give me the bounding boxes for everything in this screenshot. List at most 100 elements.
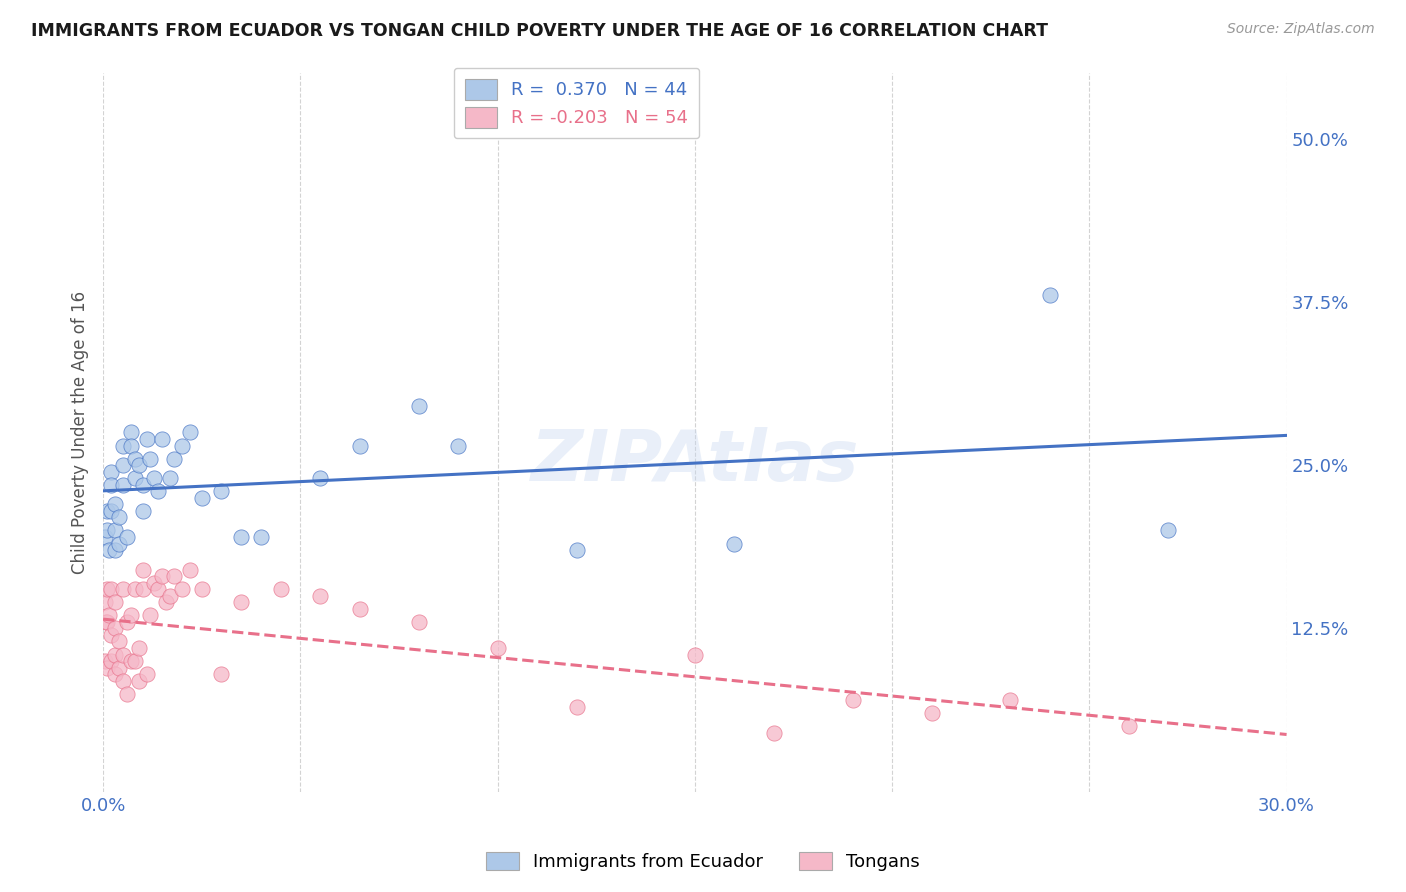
Point (211, 484, 233, 499)
Point (723, 536, 745, 550)
Point (120, 438, 142, 452)
Point (111, 648, 134, 662)
Point (131, 477, 153, 491)
Point (231, 530, 253, 544)
Point (159, 471, 181, 485)
Point (96, 582, 118, 597)
Point (120, 608, 142, 623)
Point (408, 400, 430, 414)
Point (349, 438, 371, 452)
Point (143, 471, 166, 485)
Point (1157, 524, 1180, 538)
Point (150, 432, 173, 446)
Point (131, 582, 153, 597)
Y-axis label: Child Poverty Under the Age of 16: Child Poverty Under the Age of 16 (72, 291, 89, 574)
Point (104, 497, 127, 511)
Point (100, 504, 122, 518)
Point (100, 477, 122, 491)
Point (111, 438, 134, 452)
Point (115, 615, 138, 629)
Point (120, 654, 142, 668)
Point (111, 582, 134, 597)
Point (128, 640, 150, 655)
Legend: Immigrants from Ecuador, Tongans: Immigrants from Ecuador, Tongans (479, 845, 927, 879)
Point (309, 589, 332, 603)
Point (104, 595, 127, 609)
Point (135, 667, 157, 681)
Point (170, 438, 193, 452)
Point (148, 582, 170, 597)
Point (135, 432, 157, 446)
Text: ZIPAtlas: ZIPAtlas (530, 426, 859, 496)
Point (96, 660, 118, 674)
Point (108, 634, 131, 648)
Point (762, 726, 785, 740)
Point (150, 569, 173, 583)
Point (131, 563, 153, 577)
Point (349, 602, 371, 616)
Point (120, 425, 142, 440)
Point (921, 706, 943, 721)
Point (104, 648, 127, 662)
Point (96, 615, 118, 629)
Point (139, 608, 162, 623)
Point (98, 608, 121, 623)
Point (100, 654, 122, 668)
Point (124, 582, 146, 597)
Point (131, 504, 153, 518)
Point (108, 510, 131, 524)
Point (143, 575, 166, 590)
Point (96, 504, 118, 518)
Point (1000, 693, 1022, 707)
Text: Source: ZipAtlas.com: Source: ZipAtlas.com (1227, 22, 1375, 37)
Point (104, 543, 127, 558)
Point (111, 673, 134, 688)
Point (1118, 719, 1140, 733)
Point (115, 530, 138, 544)
Point (93, 595, 115, 609)
Point (96, 615, 118, 629)
Point (96, 524, 118, 538)
Point (108, 536, 131, 550)
Point (104, 621, 127, 635)
Point (408, 615, 430, 629)
Point (111, 477, 134, 491)
Point (683, 648, 706, 662)
Point (190, 491, 212, 505)
Point (128, 673, 150, 688)
Point (1039, 288, 1062, 302)
Point (108, 660, 131, 674)
Point (179, 563, 201, 577)
Point (841, 693, 863, 707)
Point (115, 687, 138, 701)
Legend: R =  0.370   N = 44, R = -0.203   N = 54: R = 0.370 N = 44, R = -0.203 N = 54 (454, 68, 699, 138)
Point (486, 640, 509, 655)
Point (565, 699, 588, 714)
Point (148, 484, 170, 499)
Text: IMMIGRANTS FROM ECUADOR VS TONGAN CHILD POVERTY UNDER THE AGE OF 16 CORRELATION : IMMIGRANTS FROM ECUADOR VS TONGAN CHILD … (31, 22, 1047, 40)
Point (250, 530, 273, 544)
Point (163, 569, 186, 583)
Point (179, 425, 201, 440)
Point (124, 451, 146, 466)
Point (111, 458, 134, 472)
Point (124, 471, 146, 485)
Point (159, 589, 181, 603)
Point (100, 465, 122, 479)
Point (104, 667, 127, 681)
Point (155, 595, 177, 609)
Point (98, 543, 121, 558)
Point (447, 438, 470, 452)
Point (139, 451, 162, 466)
Point (163, 451, 186, 466)
Point (565, 543, 588, 558)
Point (94, 654, 117, 668)
Point (100, 628, 122, 642)
Point (231, 595, 253, 609)
Point (170, 582, 193, 597)
Point (128, 458, 150, 472)
Point (211, 667, 233, 681)
Point (270, 582, 292, 597)
Point (104, 524, 127, 538)
Point (190, 582, 212, 597)
